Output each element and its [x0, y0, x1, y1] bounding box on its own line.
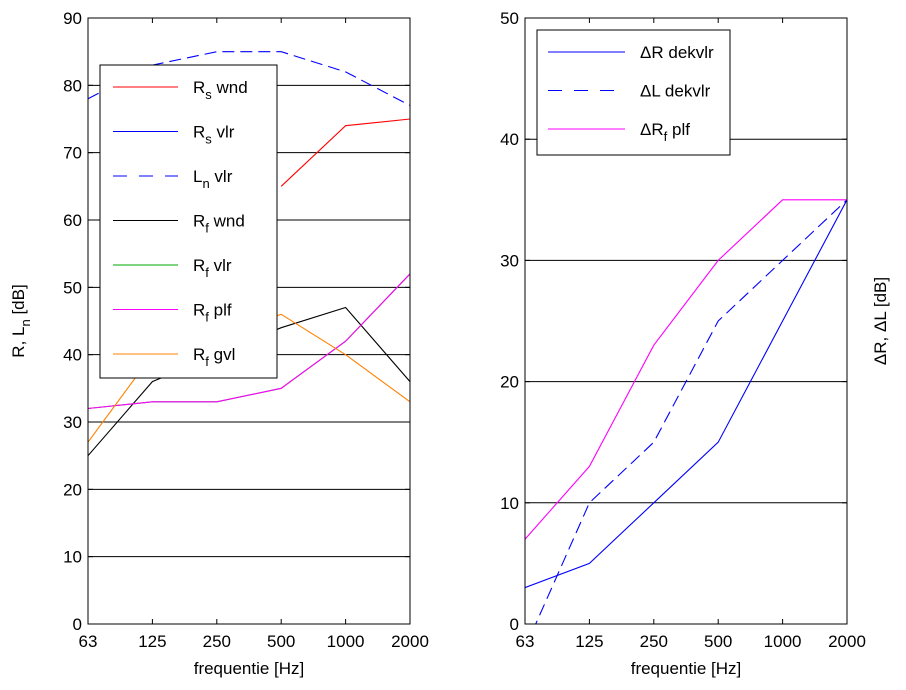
y-tick-label: 0 — [73, 615, 82, 634]
x-tick-label: 125 — [138, 632, 166, 651]
y-tick-label: 10 — [63, 548, 82, 567]
y-tick-label: 60 — [63, 211, 82, 230]
x-tick-label: 1000 — [764, 632, 802, 651]
y-tick-label: 40 — [63, 346, 82, 365]
plot-frame — [87, 17, 411, 625]
legend-entry: Rf gvl — [193, 345, 235, 369]
left-chart-panel: 0 10 20 30 40 50 60 70 80 90 63 125 250 500 1000 2000 fr… — [9, 9, 429, 678]
x-tick-label: 1000 — [327, 632, 365, 651]
legend-entry: Rs wnd — [193, 78, 248, 102]
legend-entry-rest: vlr — [209, 256, 232, 275]
legend-entry: ΔL dekvlr — [640, 82, 711, 101]
legend-entry-sub: s — [205, 132, 212, 147]
x-tick-label: 125 — [575, 632, 603, 651]
series-line — [535, 199, 847, 624]
x-tick-label: 250 — [640, 632, 668, 651]
series-line — [525, 199, 847, 540]
x-axis-label: frequentie [Hz] — [631, 659, 742, 678]
x-tick-label: 2000 — [828, 632, 866, 651]
legend-box — [99, 64, 278, 379]
legend-entry-rest: vlr — [210, 167, 233, 186]
right-chart-panel: 0 10 20 30 40 50 63 125 250 500 1000 2000 frequentie… — [500, 9, 890, 678]
series-line — [280, 118, 410, 187]
legend-entry-rest: dekvlr — [664, 43, 714, 62]
legend-entry-main: R — [193, 301, 205, 320]
series-line — [525, 199, 847, 589]
y-axis-label-unit: [dB] — [9, 284, 28, 319]
y-tick-label: 30 — [500, 251, 519, 270]
y-tick-label: 90 — [63, 9, 82, 28]
y-tick-label: 50 — [63, 278, 82, 297]
legend-entry: Rf wnd — [193, 212, 245, 236]
legend-entry-sub: f — [205, 310, 209, 325]
x-tick-label: 500 — [267, 632, 295, 651]
y-tick-label: 10 — [500, 494, 519, 513]
legend-entry-rest: plf — [209, 301, 232, 320]
legend-entry-rest: dekvlr — [660, 82, 710, 101]
y-tick-label: 20 — [500, 373, 519, 392]
legend-entry-sub: s — [205, 87, 212, 102]
legend-entry-main: R — [193, 345, 205, 364]
legend-entry-main: R — [193, 78, 205, 97]
legend-entry-main: R — [193, 256, 205, 275]
x-tick-label: 500 — [704, 632, 732, 651]
y-axis-label: ΔR, ΔL [dB] — [871, 277, 890, 365]
x-tick-label: 250 — [203, 632, 231, 651]
y-axis-label-main: ΔR, ΔL [dB] — [871, 277, 890, 365]
y-tick-label: 50 — [500, 9, 519, 28]
legend-box — [536, 29, 731, 156]
legend-entry-main: ΔR — [640, 43, 664, 62]
legend-entry-rest: wnd — [212, 78, 248, 97]
y-tick-label: 80 — [63, 76, 82, 95]
x-tick-label: 63 — [79, 632, 98, 651]
series-line — [88, 273, 410, 410]
y-tick-label: 30 — [63, 413, 82, 432]
legend-entry: ΔRf plf — [640, 120, 690, 144]
legend-entry-main: ΔR — [640, 120, 664, 139]
x-tick-label: 2000 — [391, 632, 429, 651]
legend-entry-main: R — [193, 123, 205, 142]
y-axis-label-main: R, L — [9, 327, 28, 358]
legend-entry: Rs vlr — [193, 123, 235, 147]
legend-entry-main: R — [193, 212, 205, 231]
legend-entry: Rf plf — [193, 301, 232, 325]
y-axis-label-sub: n — [18, 319, 33, 326]
legend-entry-main: ΔL — [640, 82, 660, 101]
legend-entry-rest: vlr — [212, 123, 235, 142]
legend-entry-sub: f — [664, 129, 668, 144]
legend-entry: Ln vlr — [193, 167, 233, 191]
legend-entry: Rf vlr — [193, 256, 232, 280]
y-tick-label: 70 — [63, 144, 82, 163]
y-tick-label: 40 — [500, 130, 519, 149]
x-axis-label: frequentie [Hz] — [194, 659, 305, 678]
legend-entry-sub: f — [205, 354, 209, 369]
plot-frame — [524, 17, 848, 625]
x-tick-label: 63 — [516, 632, 535, 651]
legend-entry-sub: f — [205, 221, 209, 236]
y-axis-label: R, Ln [dB] — [9, 284, 33, 357]
legend-entry-rest: gvl — [209, 345, 235, 364]
legend-entry: ΔR dekvlr — [640, 43, 714, 62]
legend-entry-sub: f — [205, 265, 209, 280]
legend-entry-rest: wnd — [209, 212, 245, 231]
y-tick-label: 0 — [510, 615, 519, 634]
y-tick-label: 20 — [63, 480, 82, 499]
legend-entry-rest: plf — [667, 120, 690, 139]
legend-entry-main: L — [193, 167, 202, 186]
legend-entry-sub: n — [202, 176, 209, 191]
